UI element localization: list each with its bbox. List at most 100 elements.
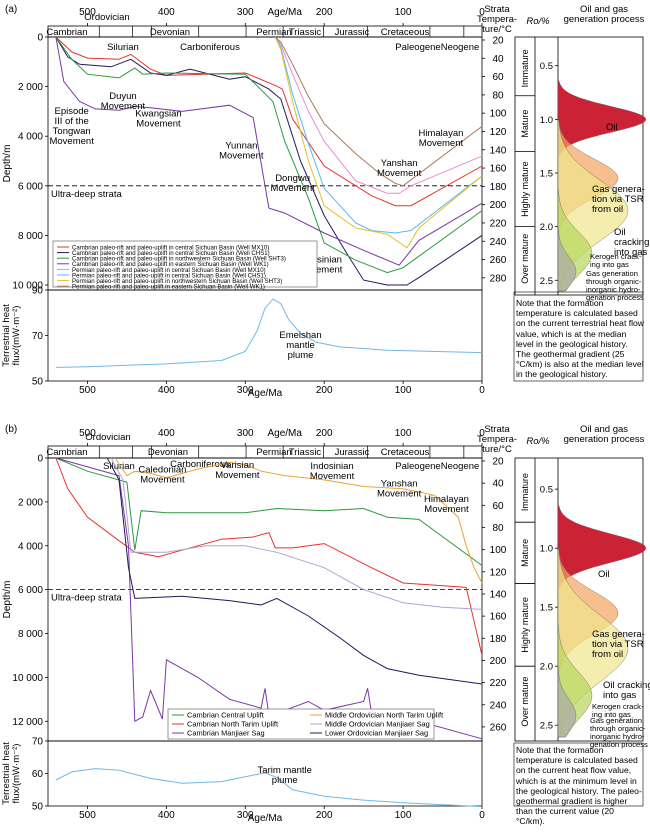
series-line-1 <box>55 457 483 656</box>
heat-flow-label-line-1: plume <box>272 775 298 786</box>
ro-label-3: 2.0 <box>540 662 553 673</box>
ro-label-2: 1.5 <box>540 168 553 179</box>
bottom-axis-title: Age/Ma <box>248 813 283 824</box>
annotation-2-line-0: Kwangsian <box>135 108 181 119</box>
series-line-0 <box>55 36 483 207</box>
ro-label-0: 0.5 <box>540 485 553 496</box>
process-title-line-1: generation process <box>564 14 645 25</box>
legend-label-2: Cambrian paleo-rift and paleo-uplift in … <box>72 256 286 263</box>
process-label-4-line-1: through organic- <box>586 277 642 286</box>
ro-label-0: 0.5 <box>540 61 553 72</box>
legend-label-4: Permian paleo-rift and paleo-uplift in c… <box>72 267 266 274</box>
ro-label-4: 2.5 <box>540 276 553 287</box>
series-line-7 <box>274 36 483 187</box>
legend-label-4: Middle Ordovician Manjiaer Sag <box>325 719 430 728</box>
depth-label-2: 4 000 <box>18 541 43 552</box>
process-label-4-line-0: Gas generation <box>590 716 642 725</box>
legend-label-1: Cambrian paleo-rift and paleo-uplift in … <box>72 250 270 257</box>
strata-label-6: Triassic <box>289 447 322 458</box>
temp-label-3: 80 <box>492 523 504 534</box>
heat-flow-label-line-1: mantle <box>286 340 315 351</box>
annotation-3-line-1: Movement <box>219 151 264 162</box>
process-label-3-line-1: ing into gas <box>592 710 631 719</box>
annotation-6-line-1: Movement <box>377 168 422 179</box>
top-age-label-4: 100 <box>395 7 412 18</box>
annotation-7-line-0: Himalayan <box>419 128 464 139</box>
annotation-3-line-0: Yanshan <box>381 479 418 490</box>
depth-label-3: 6 000 <box>18 585 43 596</box>
stage-label-0: Immature <box>520 49 530 87</box>
depth-label-5: 10 000 <box>12 673 43 684</box>
process-curve-4 <box>557 665 577 738</box>
strata-label-4: Carboniferous <box>180 42 240 53</box>
temp-label-12: 260 <box>490 255 507 266</box>
temp-label-2: 60 <box>492 72 504 83</box>
heat-flow-label-line-0: Emeishan <box>279 330 321 341</box>
strata-label-10: Neogene <box>441 461 480 472</box>
heat-label-2: 90 <box>32 286 44 297</box>
series-line-4 <box>110 457 483 610</box>
temp-axis-title-line-2: ture/°C <box>482 444 512 455</box>
stage-label-2: Highly mature <box>520 597 530 653</box>
depth-label-1: 2 000 <box>18 82 43 93</box>
annotation-7-line-1: Movement <box>419 138 464 149</box>
process-label-4-line-1: through organic- <box>590 724 646 733</box>
annotation-5-line-0: Indosinian <box>299 255 342 266</box>
panel-0: (a) 50050040040030030020020010010000Age/M… <box>1 4 649 399</box>
strata-label-2: Silurian <box>103 461 135 472</box>
temp-axis-title-line-0: Strata <box>484 4 510 15</box>
process-label-4-line-3: genation process <box>586 293 644 302</box>
bottom-age-label-0: 500 <box>79 385 96 396</box>
annotation-0-line-0: Caledonian <box>138 464 186 475</box>
strata-label-1: Ordovician <box>84 12 129 23</box>
ro-label-4: 2.5 <box>540 721 553 732</box>
annotation-2-line-1: Movement <box>136 118 181 129</box>
note-frame <box>513 742 644 807</box>
heat-axis-title-line-1: flux/(mW·m⁻²) <box>11 306 22 366</box>
annotation-1-line-0: Varisian <box>221 460 255 471</box>
top-age-label-2: 300 <box>237 428 254 439</box>
heat-flow-line <box>55 768 483 808</box>
legend-label-5: Lower Ordovician Manjiaer Sag <box>325 728 428 737</box>
process-label-1-line-2: from oil <box>592 204 623 215</box>
note-frame <box>513 291 644 382</box>
heat-flow-label-line-2: plume <box>288 350 314 361</box>
temp-label-12: 260 <box>490 722 507 733</box>
series-line-4 <box>274 36 483 194</box>
temp-label-5: 120 <box>490 567 507 578</box>
legend-label-3: Cambrian paleo-rift and paleo-uplift in … <box>72 261 269 268</box>
strata-label-1: Ordovician <box>85 432 130 443</box>
temp-label-1: 40 <box>492 479 504 490</box>
legend-box <box>167 708 435 740</box>
series-line-5 <box>106 457 483 685</box>
heat-frame <box>47 289 483 382</box>
panel-label: (b) <box>5 424 17 435</box>
series-line-1 <box>55 36 483 286</box>
temp-axis-title-line-0: Strata <box>484 424 510 435</box>
legend-label-5: Permian paleo-rift and paleo-uplift in c… <box>72 272 266 279</box>
legend-label-0: Cambrian Central Uplift <box>187 710 264 719</box>
ultra-deep-label: Ultra-deep strata <box>51 593 122 604</box>
heat-axis-title: Terrestrial heat flux/(mW·m⁻²) <box>1 742 22 805</box>
note-b: Note that the formation temperature is c… <box>516 745 642 827</box>
ro-label-1: 1.0 <box>540 544 553 555</box>
note-a: Note that the formation temperature is c… <box>516 298 645 380</box>
process-title-line-0: Oil and gas <box>580 424 628 435</box>
bottom-age-label-1: 400 <box>158 810 175 821</box>
ro-label-1: 1.0 <box>540 115 553 126</box>
legend-label-1: Cambrian North Tarim Uplift <box>187 719 278 728</box>
legend-box <box>52 240 318 288</box>
annotation-0-line-2: Tongwan <box>53 126 91 137</box>
process-label-0-line-0: Oil <box>598 569 610 580</box>
process-label-1-line-1: tion via TSR <box>592 194 644 205</box>
strata-label-10: Neogene <box>441 42 480 53</box>
series-line-0 <box>55 457 483 566</box>
strata-label-5: Permian <box>256 447 291 458</box>
temp-label-7: 160 <box>490 164 507 175</box>
strata-label-7: Jurassic <box>335 27 370 38</box>
process-label-4-line-2: inorganic hydro- <box>586 285 641 294</box>
temp-label-0: 20 <box>492 36 504 47</box>
annotation-0-line-1: III of the <box>55 116 89 127</box>
annotation-2-line-1: Movement <box>310 471 355 482</box>
strata-label-4: Carboniferous <box>170 459 230 470</box>
